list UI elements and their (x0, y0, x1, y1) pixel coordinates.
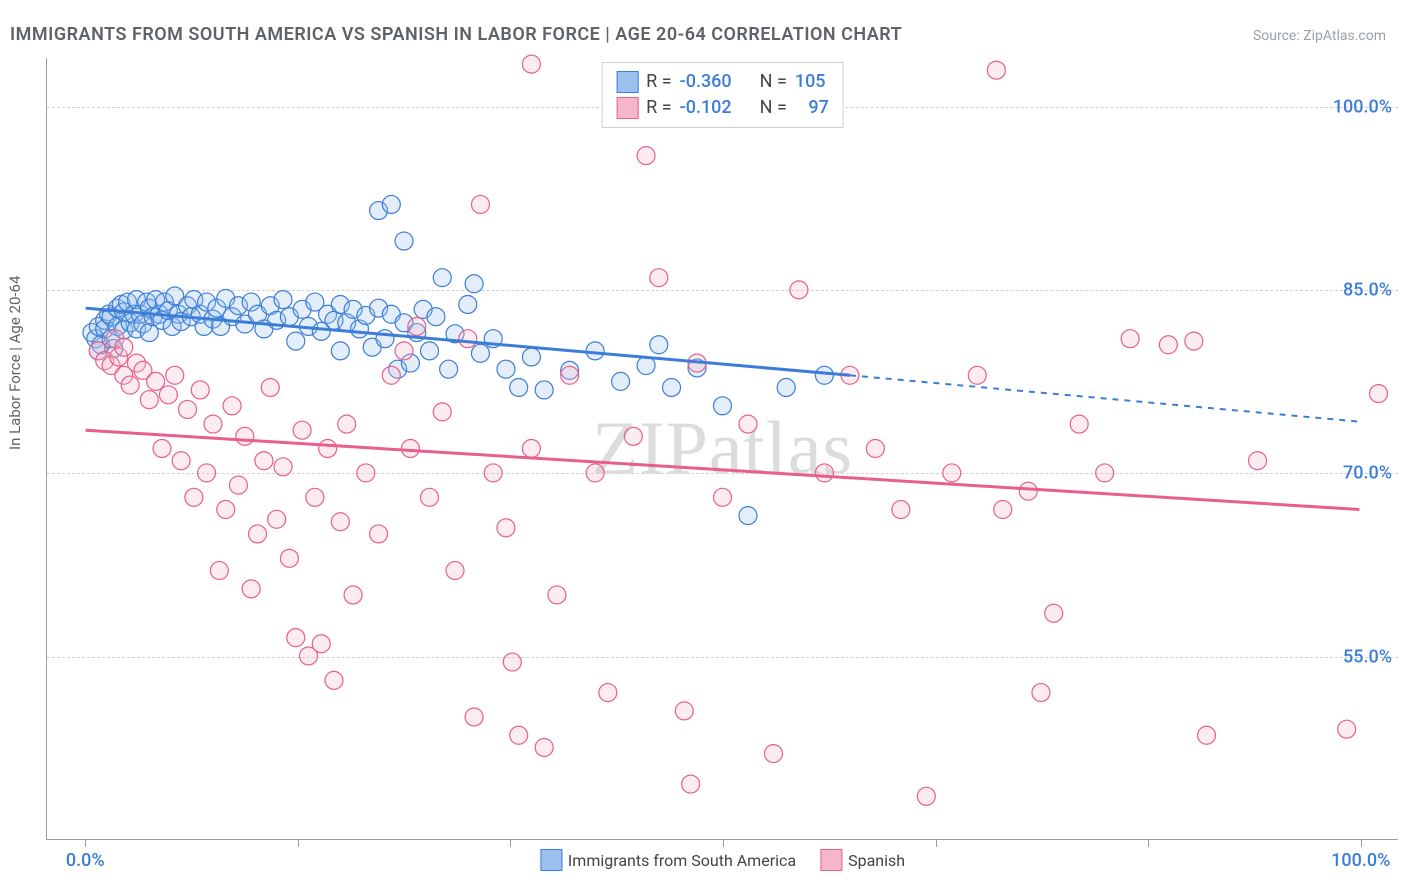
regression-line-dashed-sa (850, 375, 1360, 421)
legend-series: Immigrants from South America Spanish (540, 849, 905, 871)
r-label: R = (646, 95, 671, 121)
legend-stats: R = -0.360 N = 105 R = -0.102 N = 97 (601, 62, 844, 128)
legend-swatch (820, 849, 842, 871)
regression-line-sa (86, 308, 850, 375)
chart-title: IMMIGRANTS FROM SOUTH AMERICA VS SPANISH… (10, 24, 902, 45)
x-tick (298, 839, 299, 847)
x-tick-label: 100.0% (1331, 850, 1390, 871)
legend-series-item: Immigrants from South America (540, 849, 796, 871)
y-axis-label: In Labor Force | Age 20-64 (6, 276, 24, 450)
r-label: R = (646, 69, 671, 95)
source-link[interactable]: ZipAtlas.com (1303, 28, 1386, 44)
legend-series-item: Spanish (820, 849, 905, 871)
n-value: 105 (795, 69, 826, 95)
legend-swatch (616, 71, 638, 93)
x-tick (510, 839, 511, 847)
r-value: -0.102 (680, 95, 732, 121)
legend-swatch (540, 849, 562, 871)
x-tick (85, 839, 86, 847)
chart-root: IMMIGRANTS FROM SOUTH AMERICA VS SPANISH… (0, 0, 1406, 892)
x-tick (723, 839, 724, 847)
legend-series-label: Spanish (848, 851, 905, 870)
n-label: N = (760, 95, 787, 121)
source-attribution: Source: ZipAtlas.com (1253, 28, 1386, 44)
r-value: -0.360 (680, 69, 732, 95)
n-value: 97 (795, 95, 829, 121)
legend-stats-row: R = -0.102 N = 97 (616, 95, 829, 121)
legend-swatch (616, 97, 638, 119)
regression-line-sp (86, 430, 1360, 509)
legend-stats-row: R = -0.360 N = 105 (616, 69, 829, 95)
x-tick-label: 0.0% (66, 850, 105, 871)
x-tick (936, 839, 937, 847)
plot-area: ZIPatlas R = -0.360 N = 105 R = -0.102 N… (46, 58, 1398, 840)
legend-series-label: Immigrants from South America (568, 851, 796, 870)
x-tick (1148, 839, 1149, 847)
source-label: Source: (1253, 28, 1303, 44)
n-label: N = (760, 69, 787, 95)
regression-lines-layer (47, 58, 1398, 839)
x-tick (1361, 839, 1362, 847)
